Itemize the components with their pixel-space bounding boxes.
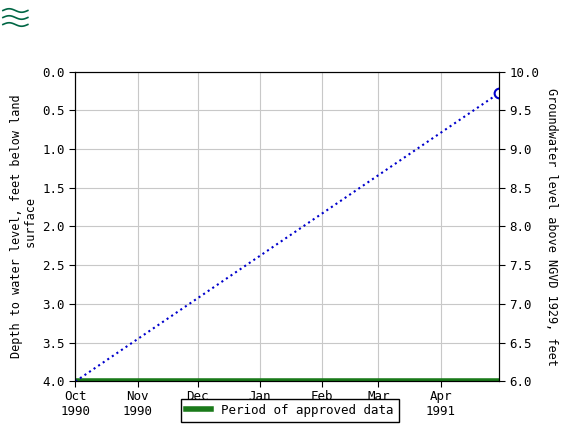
Y-axis label: Groundwater level above NGVD 1929, feet: Groundwater level above NGVD 1929, feet [545, 88, 558, 366]
Text: USGS: USGS [30, 9, 81, 27]
Legend: Period of approved data: Period of approved data [181, 399, 399, 421]
Y-axis label: Depth to water level, feet below land
 surface: Depth to water level, feet below land su… [10, 95, 38, 358]
FancyBboxPatch shape [3, 2, 52, 33]
